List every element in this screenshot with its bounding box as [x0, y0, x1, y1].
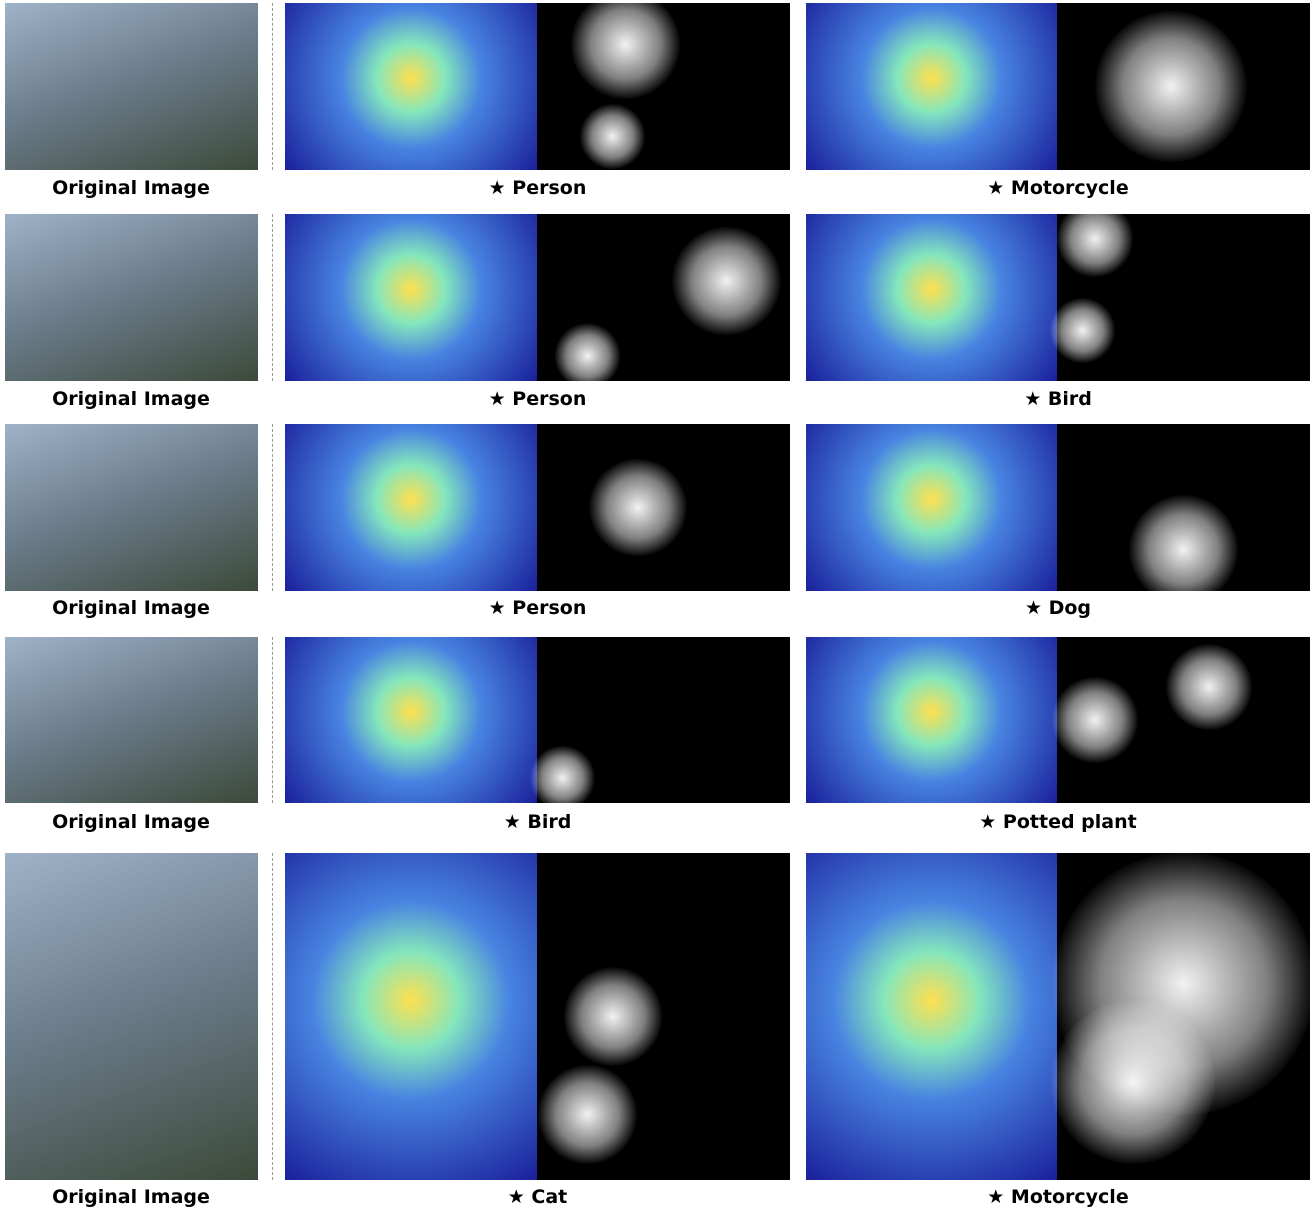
mask-blob [1129, 494, 1238, 604]
mask-blob [580, 104, 646, 170]
caption: Original Image [52, 811, 210, 833]
caption: Original Image [52, 1186, 210, 1208]
mask-blob [538, 1065, 637, 1164]
original-image [5, 637, 258, 803]
activation-mask [1051, 637, 1310, 803]
activation-mask [537, 214, 790, 389]
heatmap-overlay [285, 853, 537, 1180]
caption: ★ Person [488, 388, 587, 410]
activation-mask [1057, 424, 1310, 604]
caption: ★ Person [488, 597, 587, 619]
caption: Original Image [52, 597, 210, 619]
original-image [5, 424, 258, 591]
mask-blob [1050, 999, 1216, 1165]
mask-blob [1094, 10, 1247, 163]
caption: ★ Cat [507, 1186, 568, 1208]
activation-mask [1057, 3, 1310, 170]
heatmap-overlay [806, 424, 1057, 591]
separator [272, 3, 273, 170]
original-image [5, 214, 258, 381]
heatmap-overlay [806, 637, 1057, 803]
heatmap-overlay [285, 424, 537, 591]
heatmap-overlay [806, 3, 1057, 170]
mask-blob [1051, 676, 1139, 764]
mask-blob [555, 323, 621, 389]
mask-blob [563, 967, 663, 1066]
mask-blob [571, 0, 680, 100]
mask-blob [529, 745, 595, 811]
caption: ★ Person [488, 177, 587, 199]
separator [272, 214, 273, 381]
caption: ★ Dog [1024, 597, 1092, 619]
mask-blob [672, 226, 782, 336]
heatmap-overlay [285, 3, 537, 170]
heatmap-overlay [806, 214, 1057, 381]
original-image [5, 3, 258, 170]
mask-blob [1049, 298, 1115, 364]
caption: Original Image [52, 177, 210, 199]
original-image [5, 853, 258, 1180]
activation-mask [537, 424, 790, 591]
heatmap-overlay [285, 637, 537, 803]
activation-mask [529, 637, 790, 811]
separator [272, 853, 273, 1180]
caption: ★ Bird [503, 811, 572, 833]
caption: ★ Motorcycle [987, 177, 1129, 199]
mask-blob [589, 458, 688, 557]
mask-blob [1165, 643, 1252, 730]
caption: Original Image [52, 388, 210, 410]
caption: ★ Potted plant [979, 811, 1137, 833]
caption: ★ Motorcycle [987, 1186, 1129, 1208]
activation-mask [537, 0, 790, 170]
mask-blob [1056, 201, 1133, 278]
activation-mask [1050, 852, 1315, 1180]
caption: ★ Bird [1024, 388, 1092, 410]
activation-mask [1049, 201, 1310, 381]
heatmap-overlay [285, 214, 537, 381]
separator [272, 424, 273, 591]
activation-mask [537, 853, 790, 1180]
heatmap-overlay [806, 853, 1057, 1180]
separator [272, 637, 273, 803]
